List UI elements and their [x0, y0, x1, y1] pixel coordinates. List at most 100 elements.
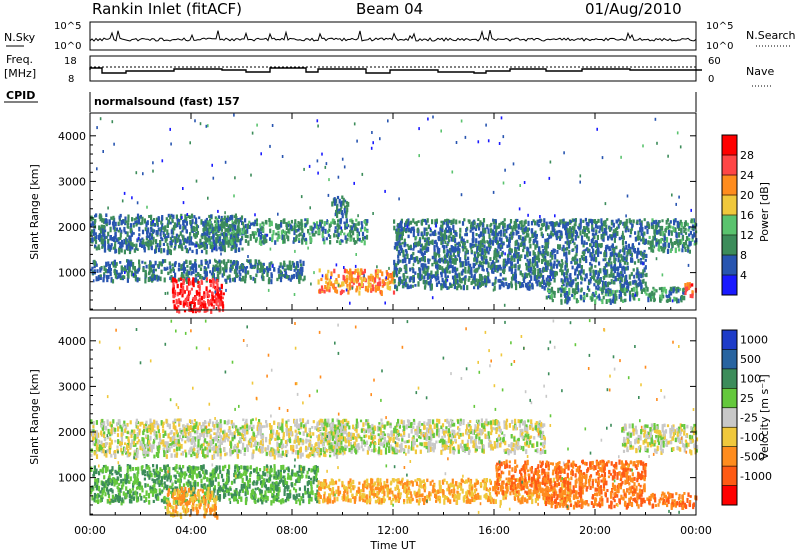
- power_db-cell: [169, 265, 171, 269]
- power_db-cell: [359, 286, 361, 290]
- power_db-cell: [541, 227, 543, 230]
- power_db-cell: [346, 218, 348, 223]
- freq-trace: [90, 68, 702, 73]
- power_db-noise-cell: [317, 159, 319, 162]
- power_db-cell: [106, 219, 108, 223]
- power_db-cell: [639, 219, 641, 222]
- power_db-cell: [594, 299, 596, 304]
- power_db-cell: [515, 241, 517, 246]
- power_db-cell: [472, 237, 474, 242]
- power_db-noise-cell: [326, 219, 328, 222]
- power_db-cell: [584, 278, 586, 282]
- power_db-cell: [127, 231, 129, 237]
- power_db-cell: [176, 238, 178, 243]
- power_db-cell: [634, 231, 636, 235]
- power_db-cell: [116, 228, 118, 232]
- power_db-cell: [569, 234, 571, 237]
- power_db-cell: [448, 266, 450, 269]
- power_db-cell: [506, 245, 508, 248]
- power_db-cell: [599, 225, 601, 230]
- power_db-cell: [454, 232, 456, 235]
- power_db-cell: [475, 238, 477, 243]
- power_db-cell: [466, 250, 468, 253]
- power_db-cell: [196, 226, 198, 231]
- power_db-cell: [620, 296, 622, 301]
- power_db-cell: [182, 286, 184, 291]
- power_db-cell: [395, 263, 397, 267]
- power_db-noise-cell: [124, 192, 126, 195]
- power_db-cell: [191, 250, 193, 253]
- power_db-cell: [107, 275, 109, 279]
- power_db-cell: [575, 230, 577, 234]
- power_db-cell: [645, 293, 647, 296]
- power_db-cell: [444, 260, 446, 264]
- power_db-cell: [215, 233, 217, 236]
- power_db-noise-cell: [216, 226, 218, 229]
- power_db-cell: [269, 237, 271, 241]
- power_db-cell: [126, 244, 128, 249]
- power_db-cell: [639, 227, 641, 232]
- power_db-cell: [684, 283, 686, 287]
- power_db-noise-cell: [690, 209, 692, 212]
- power_db-cell: [356, 286, 358, 291]
- power_db-cell: [262, 273, 264, 277]
- power_db-cell: [142, 239, 144, 244]
- power_db-cell: [204, 266, 206, 269]
- power_db-cell: [659, 287, 661, 290]
- power_db-cell: [489, 257, 491, 261]
- power_db-noise-cell: [260, 152, 262, 155]
- power_db-cell: [561, 262, 563, 265]
- power_db-noise-cell: [122, 199, 124, 202]
- power_db-cell: [649, 236, 651, 239]
- power_db-cell: [515, 285, 517, 291]
- power_db-cell: [200, 260, 202, 265]
- power_db-cell: [644, 218, 646, 221]
- power_db-cell: [418, 250, 420, 253]
- power_db-cell: [444, 254, 446, 258]
- power_db-noise-cell: [440, 130, 442, 133]
- power_db-cell: [321, 288, 323, 292]
- power_db-cell: [154, 223, 156, 227]
- power_db-cell: [346, 201, 348, 204]
- power_db-cell: [569, 240, 571, 244]
- power_db-cell: [269, 229, 271, 234]
- power_db-cell: [630, 220, 632, 223]
- power_db-cell: [473, 286, 475, 289]
- power_db-cell: [94, 269, 96, 274]
- power_db-cell: [182, 279, 184, 283]
- power_db-noise-cell: [152, 170, 154, 173]
- power_db-noise-cell: [247, 255, 249, 258]
- power_db-cell: [421, 220, 423, 225]
- power_db-cell: [148, 277, 150, 282]
- power_db-cell: [494, 250, 496, 255]
- power_db-noise-cell: [165, 292, 167, 295]
- power_db-noise-cell: [519, 207, 521, 210]
- power_db-cell: [549, 269, 551, 274]
- power_db-cell: [690, 231, 692, 235]
- power_db-cell: [567, 278, 569, 282]
- power_db-cell: [441, 272, 443, 278]
- power_db-cell: [612, 243, 614, 248]
- power_db-cell: [131, 247, 133, 250]
- power_db-cell: [455, 279, 457, 284]
- power_db-cell: [207, 222, 209, 226]
- power_db-cell: [633, 287, 635, 292]
- power_db-cell: [92, 217, 94, 220]
- power_db-cell: [673, 228, 675, 232]
- power_db-cell: [398, 277, 400, 280]
- power_db-cell: [344, 269, 346, 274]
- power_db-cell: [263, 239, 265, 244]
- power_db-cell: [218, 229, 220, 232]
- power_db-cell: [328, 285, 330, 289]
- power_db-cell: [92, 221, 94, 226]
- power_db-noise-cell: [548, 295, 550, 298]
- power_db-cell: [158, 216, 160, 220]
- power_db-cell: [269, 263, 271, 268]
- power_db-cell: [235, 266, 237, 269]
- power_db-cell: [293, 274, 295, 279]
- power_db-cell: [130, 236, 132, 241]
- power_db-cell: [592, 238, 594, 241]
- power_db-cell: [113, 225, 115, 230]
- power_db-cell: [536, 234, 538, 237]
- power_db-noise-cell: [625, 214, 627, 217]
